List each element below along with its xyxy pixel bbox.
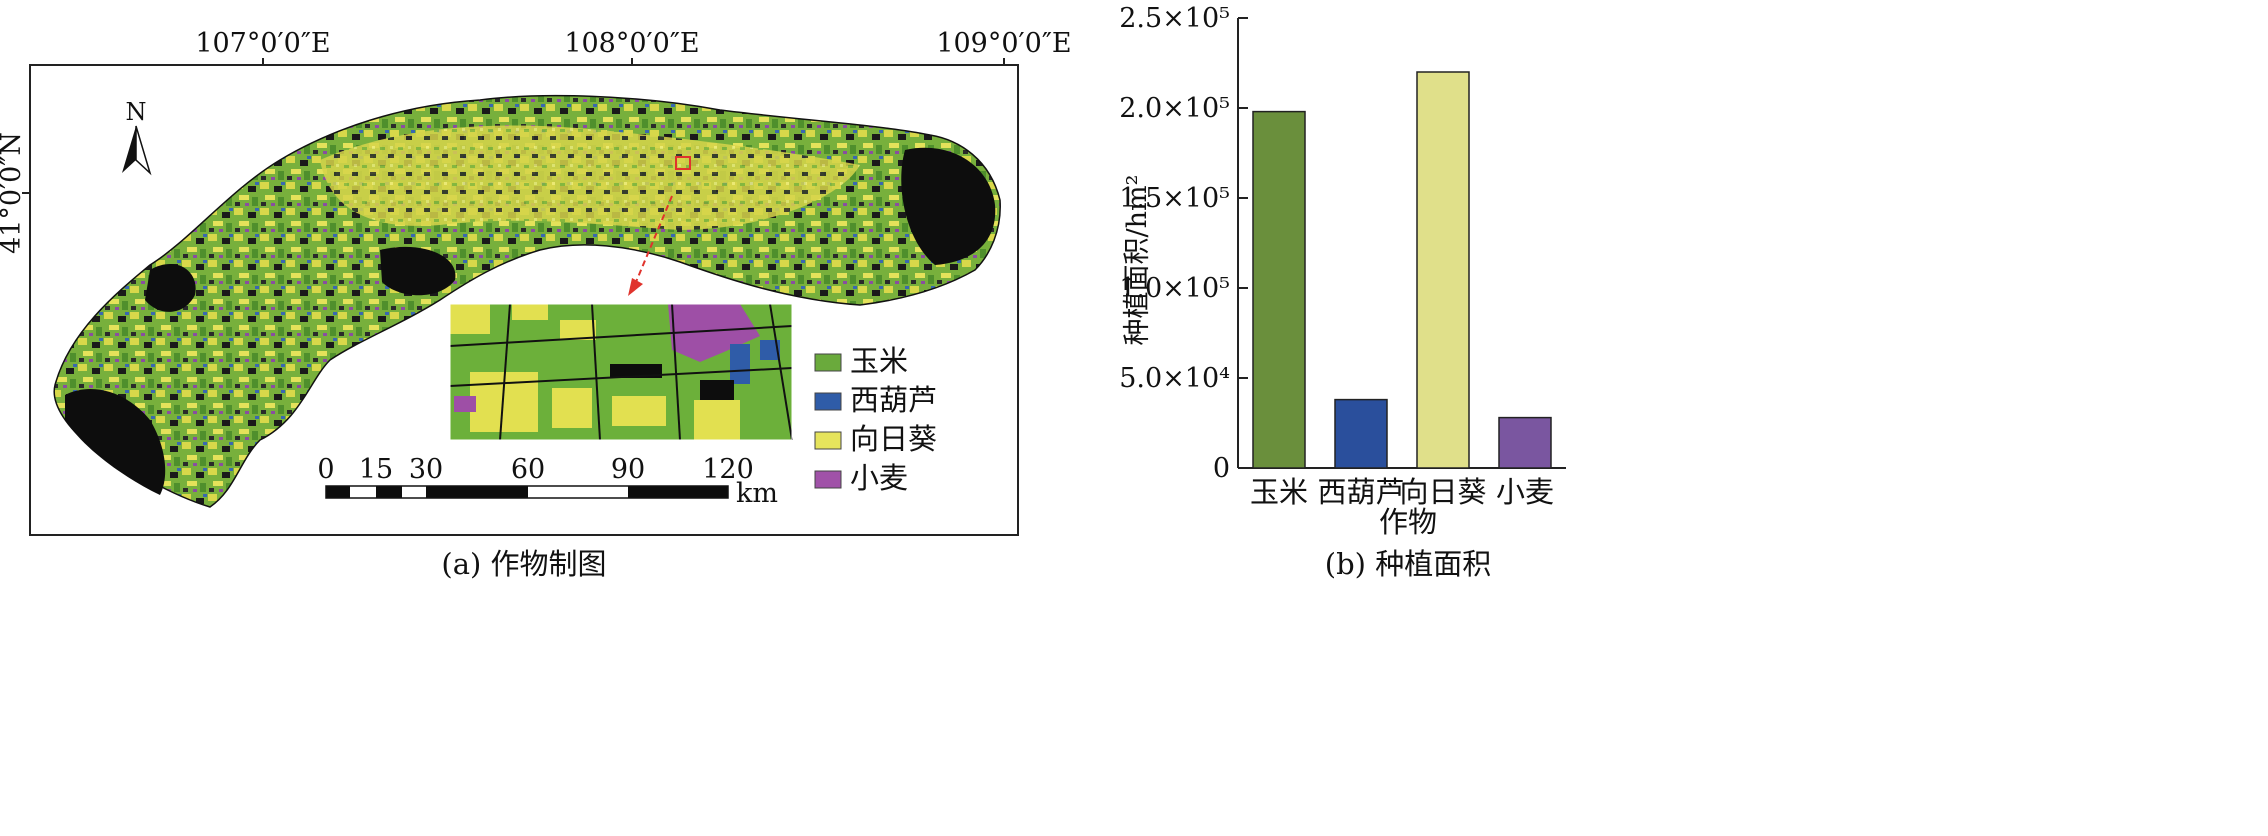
legend: 玉米 西葫芦 向日葵 小麦 (814, 344, 937, 495)
bars (1252, 71, 1552, 469)
y-ticks: 0 5.0×10⁴ 1.0×10⁵ 1.5×10⁵ 2.0×10⁵ 2.5×10⁵ (1119, 3, 1248, 484)
x-tick-label: 西葫芦 (1317, 475, 1404, 509)
lon-label: 107°0′0″E (195, 28, 330, 59)
legend-swatch (814, 353, 842, 372)
scale-tick: 0 (317, 454, 334, 485)
x-tick-label: 玉米 (1250, 475, 1308, 509)
y-tick-label: 2.0×10⁵ (1119, 93, 1230, 124)
planting-area-chart: 0 5.0×10⁴ 1.0×10⁵ 1.5×10⁵ 2.0×10⁵ 2.5×10⁵ 玉米西… (1119, 3, 1566, 581)
x-tick-label: 向日葵 (1399, 475, 1486, 509)
dark-patch (901, 147, 996, 265)
bar (1416, 71, 1470, 469)
legend-label: 小麦 (850, 461, 908, 495)
y-tick-label: 1.5×10⁵ (1119, 183, 1230, 214)
lon-label: 108°0′0″E (564, 28, 699, 59)
legend-swatch (814, 392, 842, 411)
zoom-arrowhead (628, 278, 643, 296)
y-tick-label: 5.0×10⁴ (1119, 363, 1230, 394)
legend-label: 向日葵 (850, 422, 937, 456)
map-inset (449, 303, 793, 441)
scale-tick: 120 (702, 454, 754, 485)
lat-label: 41°0′0″N (0, 132, 27, 254)
zoom-marker (675, 156, 691, 170)
bar (1252, 110, 1306, 469)
bar (1334, 398, 1388, 469)
north-arrow-icon (122, 125, 152, 176)
scale-tick: 60 (511, 454, 545, 485)
dark-patch (65, 389, 166, 495)
lon-label: 109°0′0″E (936, 28, 1071, 59)
scale-unit: km (736, 478, 778, 509)
zoom-arrow (635, 195, 673, 283)
crop-map-panel: 107°0′0″E 108°0′0″E 109°0′0″E 41°0′0″N (0, 28, 1072, 581)
dark-patch (380, 246, 456, 296)
bar (1498, 416, 1552, 469)
legend-swatch (814, 470, 842, 489)
x-axis-label: 作物 (1379, 505, 1437, 539)
y-tick-label: 0 (1213, 453, 1230, 484)
north-label: N (126, 98, 147, 126)
legend-label: 西葫芦 (850, 383, 937, 417)
caption-a: (a) 作物制图 (441, 547, 606, 581)
legend-swatch (814, 431, 842, 450)
caption-b: (b) 种植面积 (1325, 547, 1491, 581)
y-tick-label: 1.0×10⁵ (1119, 273, 1230, 304)
scale-tick: 90 (611, 454, 645, 485)
scale-tick: 30 (409, 454, 443, 485)
dark-patch (145, 264, 196, 312)
y-axis-label: 种植面积/hm² (1122, 175, 1153, 346)
scale-bar: 0 15 30 60 90 120 km (317, 454, 778, 509)
legend-label: 玉米 (850, 344, 908, 378)
y-tick-label: 2.5×10⁵ (1119, 3, 1230, 34)
scale-tick: 15 (359, 454, 393, 485)
sunflower-zone (320, 125, 860, 230)
x-tick-label: 小麦 (1496, 475, 1554, 509)
